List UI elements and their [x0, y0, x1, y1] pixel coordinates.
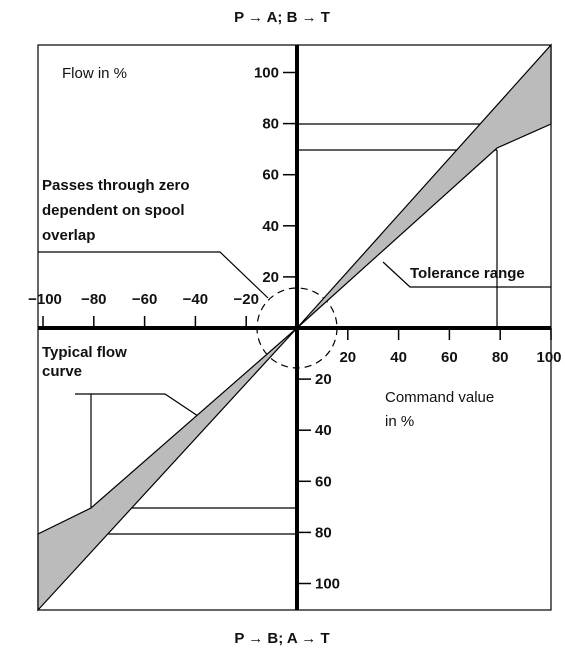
x-tick-label: 40	[390, 349, 407, 366]
leader	[38, 251, 269, 299]
y-tick-label: 60	[315, 473, 332, 490]
y-tick-label: 60	[262, 167, 279, 184]
bottom-label: P → B; A → T	[234, 630, 329, 647]
annotation: Tolerance range	[410, 265, 525, 282]
x-tick-label: 100	[536, 349, 561, 366]
x-tick-label: −80	[81, 291, 106, 308]
x-tick-label: −40	[183, 291, 208, 308]
annotation: curve	[42, 363, 82, 380]
x-tick-label: 60	[441, 349, 458, 366]
x-tick-label: −20	[233, 291, 258, 308]
x-axis-label: Command value	[385, 389, 494, 406]
x-tick-label: 20	[339, 349, 356, 366]
y-tick-label: 20	[262, 269, 279, 286]
x-axis-label: in %	[385, 413, 414, 430]
leader	[75, 393, 208, 423]
y-tick-label: 40	[262, 218, 279, 235]
x-tick-label: −60	[132, 291, 157, 308]
x-tick-label: 80	[492, 349, 509, 366]
annotation: overlap	[42, 227, 95, 244]
y-axis-label: Flow in %	[62, 65, 127, 82]
ticks	[42, 71, 552, 585]
tolerance-band	[37, 327, 298, 612]
y-tick-label: 100	[254, 65, 279, 82]
x-tick-label: −100	[28, 291, 62, 308]
y-tick-label: 80	[262, 116, 279, 133]
y-tick-label: 40	[315, 422, 332, 439]
leader	[382, 261, 551, 288]
y-tick-label: 80	[315, 524, 332, 541]
y-tick-label: 20	[315, 371, 332, 388]
annotation: Passes through zero	[42, 177, 190, 194]
tolerance-band	[296, 43, 552, 329]
annotation: Typical flow	[42, 344, 127, 361]
annotation: dependent on spool	[42, 202, 185, 219]
y-tick-label: 100	[315, 576, 340, 593]
top-label: P → A; B → T	[234, 9, 330, 26]
